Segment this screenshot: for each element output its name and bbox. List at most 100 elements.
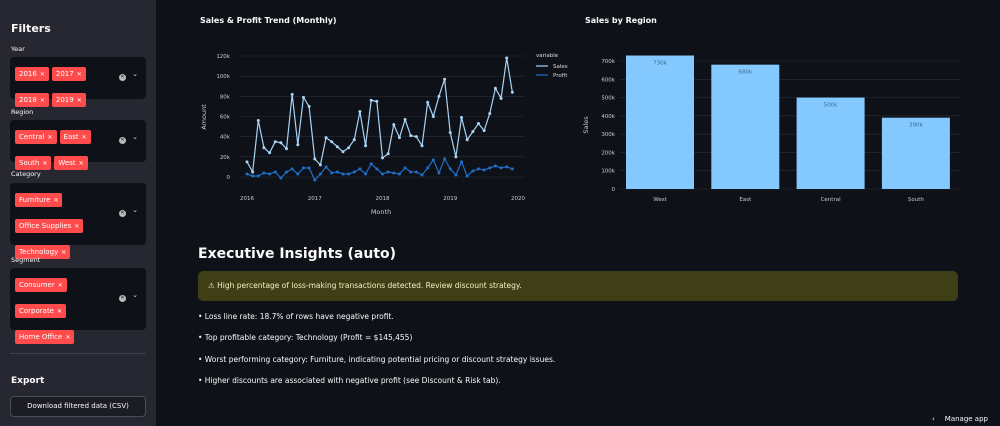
filter-tag: Central ✕ — [15, 130, 57, 144]
tag-label: South — [19, 159, 40, 167]
data-point — [437, 94, 441, 98]
y-tick-label: 700k — [601, 59, 615, 65]
chevron-down-icon[interactable]: ⌄ — [132, 70, 138, 78]
data-point — [465, 138, 469, 142]
data-point — [268, 172, 272, 176]
data-point — [347, 146, 351, 150]
insight-bullet: • Higher discounts are associated with n… — [198, 376, 501, 385]
data-point — [307, 166, 311, 170]
remove-tag-icon[interactable]: ✕ — [76, 71, 82, 78]
tag-label: Consumer — [19, 281, 55, 289]
data-point — [318, 172, 322, 176]
multiselect-region[interactable]: Central ✕ East ✕South ✕ West ✕ ✕ ⌄ — [10, 120, 146, 170]
data-point — [364, 144, 368, 148]
remove-tag-icon[interactable]: ✕ — [39, 71, 45, 78]
remove-tag-icon[interactable]: ✕ — [39, 97, 45, 104]
y-tick-label: 200k — [601, 150, 615, 156]
data-point — [330, 140, 334, 144]
chevron-down-icon[interactable]: ⌄ — [132, 206, 138, 214]
y-tick-label: 300k — [601, 132, 615, 138]
y-tick-label: 0 — [612, 187, 616, 193]
remove-tag-icon[interactable]: ✕ — [78, 160, 84, 167]
data-point — [482, 129, 486, 133]
filter-label-category: Category — [11, 170, 41, 178]
data-point — [245, 172, 249, 176]
data-point — [454, 155, 458, 159]
x-axis-title: Month — [371, 208, 391, 216]
sales-profit-trend-chart: 0 20k 40k 60k 80k 100k 120k 2016 2017 2018 2019 202… — [200, 53, 568, 216]
chevron-down-icon[interactable]: ⌄ — [132, 133, 138, 141]
filter-tag: Consumer ✕ — [15, 278, 67, 292]
sidebar: Filters Year 2016 ✕ 2017 ✕2018 ✕ 2019 ✕ ✕ ⌄ Region… — [0, 0, 156, 426]
tag-label: Home Office — [19, 333, 63, 341]
data-point — [256, 119, 260, 123]
filter-tag: 2016 ✕ — [15, 67, 49, 81]
data-point — [397, 136, 401, 140]
remove-tag-icon[interactable]: ✕ — [42, 160, 48, 167]
data-point — [403, 118, 407, 122]
multiselect-segment[interactable]: Consumer ✕ Corporate ✕ Home Office ✕ ✕ ⌄ — [10, 268, 146, 344]
trend-chart-title: Sales & Profit Trend (Monthly) — [200, 16, 337, 25]
data-point — [431, 158, 435, 162]
filter-label-region: Region — [11, 108, 34, 116]
data-point — [335, 145, 339, 149]
tag-label: Technology — [19, 248, 59, 256]
tag-label: Corporate — [19, 307, 54, 315]
data-point — [409, 170, 413, 174]
multiselect-year[interactable]: 2016 ✕ 2017 ✕2018 ✕ 2019 ✕ ✕ ⌄ — [10, 57, 146, 107]
data-point — [358, 109, 362, 113]
remove-tag-icon[interactable]: ✕ — [81, 134, 87, 141]
x-tick-label: 2018 — [376, 196, 390, 202]
chevron-down-icon[interactable]: ⌄ — [132, 291, 138, 299]
clear-all-icon[interactable]: ✕ — [119, 295, 126, 302]
remove-tag-icon[interactable]: ✕ — [61, 249, 67, 256]
data-point — [330, 171, 334, 175]
data-point — [499, 166, 503, 170]
remove-tag-icon[interactable]: ✕ — [53, 197, 59, 204]
data-point — [318, 163, 322, 167]
legend-title: variable — [536, 53, 559, 59]
y-tick-label: 80k — [220, 94, 231, 100]
bar-value-label: 730k — [653, 61, 667, 67]
filter-tag: South ✕ — [15, 156, 52, 170]
data-point — [465, 174, 469, 178]
y-tick-label: 500k — [601, 96, 615, 102]
tag-label: West — [58, 159, 76, 167]
multiselect-category[interactable]: Furniture ✕ Office Supplies ✕ Technology ✕ ✕ ⌄ — [10, 183, 146, 259]
data-point — [381, 156, 384, 160]
remove-tag-icon[interactable]: ✕ — [57, 282, 63, 289]
data-point — [358, 167, 362, 171]
y-tick-label: 120k — [216, 54, 230, 60]
data-point — [251, 170, 255, 174]
clear-all-icon[interactable]: ✕ — [119, 74, 126, 81]
data-point — [279, 176, 283, 180]
bar-value-label: 680k — [738, 70, 752, 76]
filters-title: Filters — [11, 22, 51, 35]
tag-label: 2019 — [55, 96, 74, 104]
data-point — [505, 56, 509, 60]
chevron-left-icon: ‹ — [931, 415, 935, 423]
remove-tag-icon[interactable]: ✕ — [65, 334, 71, 341]
remove-tag-icon[interactable]: ✕ — [57, 308, 63, 315]
bar-south — [881, 117, 950, 189]
data-point — [301, 95, 305, 99]
data-point — [448, 167, 452, 171]
tag-label: East — [63, 133, 79, 141]
insight-bullet: • Top profitable category: Technology (P… — [198, 333, 413, 342]
data-point — [409, 134, 413, 138]
remove-tag-icon[interactable]: ✕ — [76, 97, 82, 104]
data-point — [369, 98, 373, 102]
clear-all-icon[interactable]: ✕ — [119, 210, 126, 217]
data-point — [443, 157, 447, 161]
insight-bullet: • Loss line rate: 18.7% of rows have neg… — [198, 312, 394, 321]
manage-app-button[interactable]: ‹ Manage app — [932, 415, 988, 423]
x-tick-label: 2016 — [240, 196, 254, 202]
clear-all-icon[interactable]: ✕ — [119, 137, 126, 144]
remove-tag-icon[interactable]: ✕ — [74, 223, 80, 230]
filter-tag: Home Office ✕ — [15, 330, 75, 344]
data-point — [420, 144, 424, 148]
data-point — [364, 172, 368, 176]
data-point — [386, 152, 390, 156]
download-csv-button[interactable]: Download filtered data (CSV) — [10, 396, 146, 417]
remove-tag-icon[interactable]: ✕ — [47, 134, 53, 141]
